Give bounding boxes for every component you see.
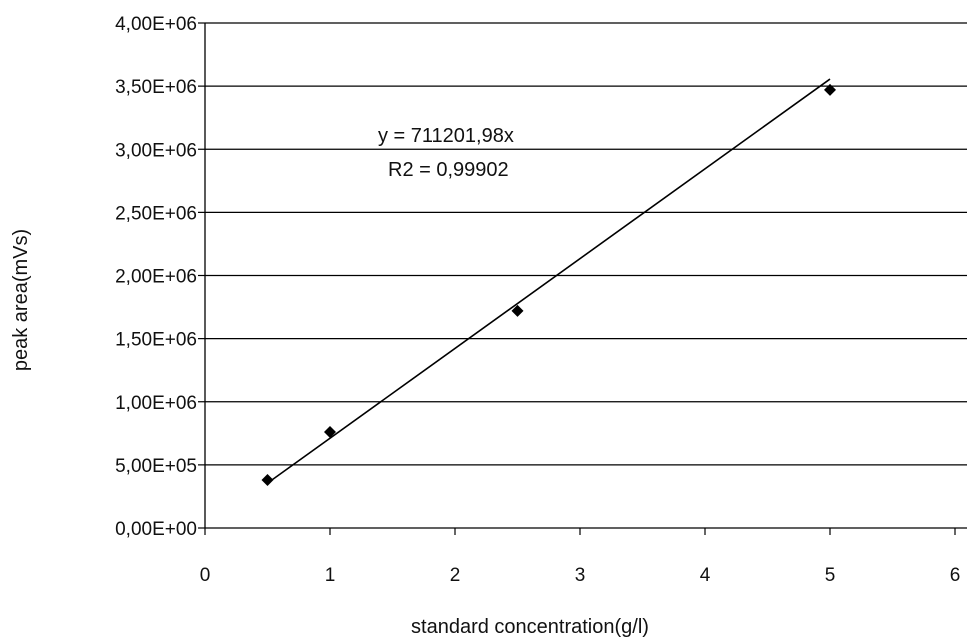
trendline-equation: y = 711201,98x [378,125,514,147]
trendline [267,78,831,484]
y-axis [198,22,206,529]
gridlines [205,22,967,466]
data-point [324,426,336,439]
x-tick-label: 0 [200,565,211,586]
y-tick-label: 0,00E+00 [115,519,197,540]
y-tick-label: 3,00E+06 [115,140,197,161]
x-tick-label: 4 [700,565,711,586]
y-tick-label: 3,50E+06 [115,77,197,98]
x-tick-label: 2 [450,565,461,586]
x-tick-label: 5 [825,565,836,586]
data-point [824,83,836,96]
data-points [261,83,836,487]
x-tick-label: 3 [575,565,586,586]
y-tick-label: 1,00E+06 [115,393,197,414]
x-axis [204,527,967,535]
data-point [261,474,274,487]
x-axis-title: standard concentration(g/l) [411,616,649,638]
y-tick-label: 2,50E+06 [115,203,197,224]
y-tick-label: 5,00E+05 [115,456,197,477]
data-point [511,304,524,317]
y-tick-label: 4,00E+06 [115,14,197,35]
r-squared-label: R2 = 0,99902 [388,159,509,181]
y-tick-label: 2,00E+06 [115,267,197,288]
y-tick-labels: 0,00E+00 5,00E+05 1,00E+06 1,50E+06 2,00E+06… [115,14,197,540]
x-tick-label: 1 [325,565,336,586]
trendline-group [267,78,831,484]
y-tick-label: 1,50E+06 [115,330,197,351]
x-tick-labels: 0 1 2 3 4 5 6 [200,565,961,586]
y-axis-title: peak area(mVs) [10,229,32,371]
x-tick-label: 6 [950,565,961,586]
